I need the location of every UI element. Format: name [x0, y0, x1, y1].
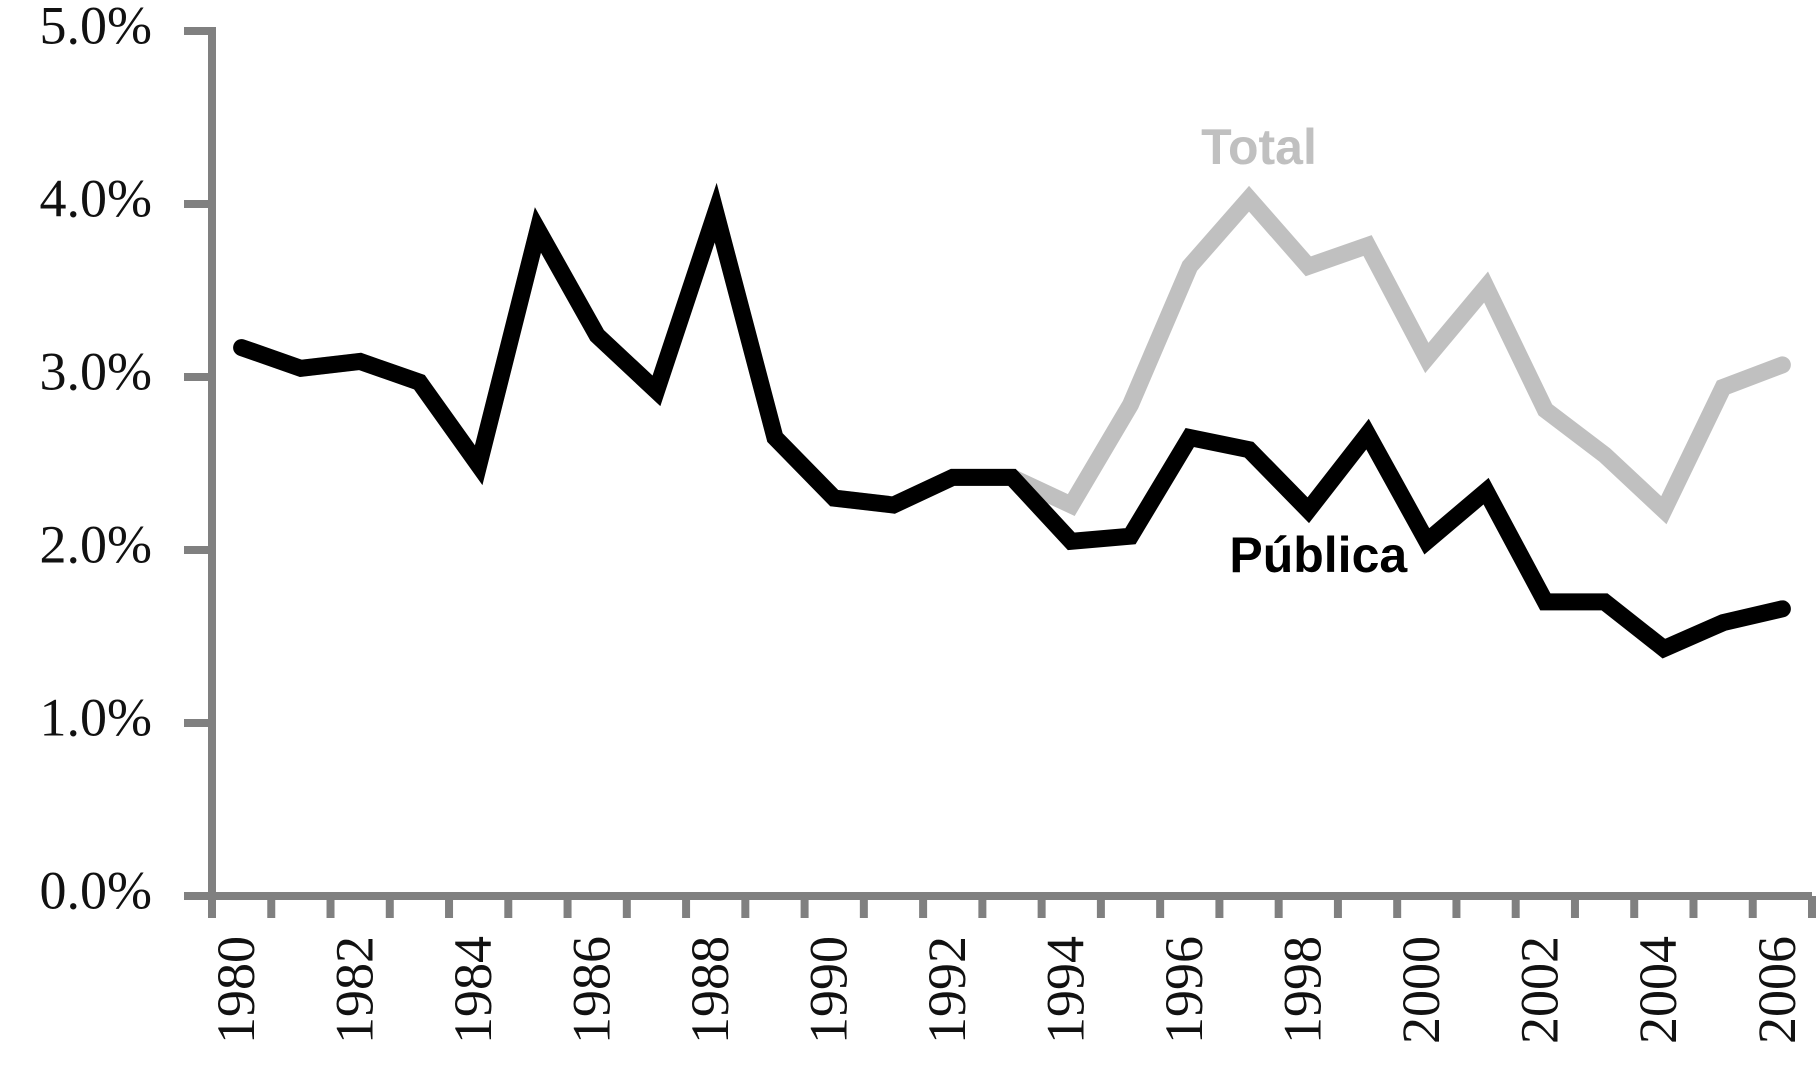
x-tick-label: 1998: [1273, 936, 1333, 1044]
x-tick-label: 2006: [1747, 936, 1807, 1044]
y-tick-label: 2.0%: [40, 514, 152, 574]
x-tick-label: 1994: [1036, 936, 1096, 1044]
series-line: [233, 182, 1791, 659]
x-tick-label: 1996: [1154, 936, 1214, 1044]
y-tick-label: 4.0%: [40, 168, 152, 228]
x-tick-label: 2000: [1391, 936, 1451, 1044]
y-tick-label: 0.0%: [40, 860, 152, 920]
x-tick-label: 2002: [1510, 936, 1570, 1044]
x-tick-label: 1982: [325, 936, 385, 1044]
series-label: Total: [1201, 119, 1317, 175]
x-tick-label: 1984: [443, 936, 503, 1044]
y-tick-label: 3.0%: [40, 341, 152, 401]
x-tick-label: 1980: [206, 936, 266, 1044]
x-tick-label: 1990: [799, 936, 859, 1044]
x-tick-label: 1988: [680, 936, 740, 1044]
series-label: Pública: [1229, 527, 1408, 583]
x-tick-label: 2004: [1628, 936, 1688, 1044]
y-tick-label: 1.0%: [40, 687, 152, 747]
y-tick-label: 5.0%: [40, 0, 152, 55]
x-tick-label: 1992: [917, 936, 977, 1044]
x-tick-label: 1986: [562, 936, 622, 1044]
